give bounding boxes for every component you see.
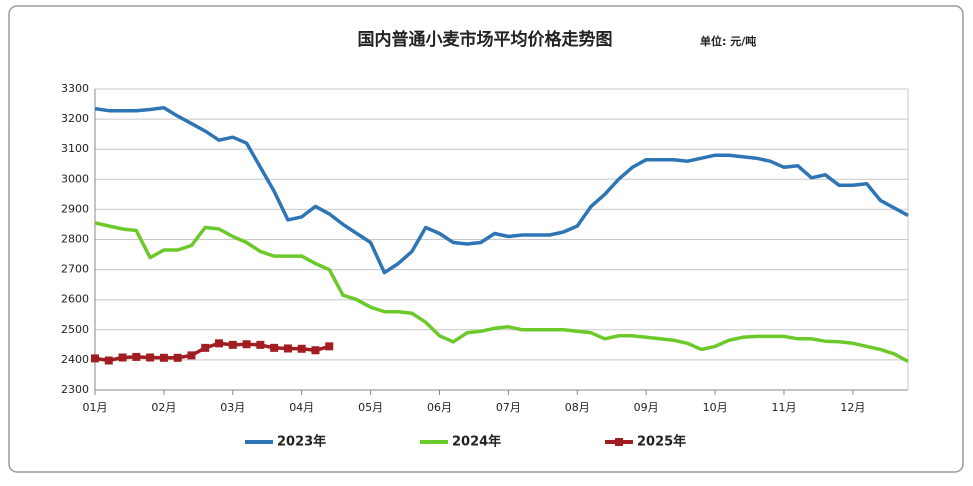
series-marker bbox=[146, 353, 155, 362]
y-tick-label: 2900 bbox=[61, 202, 89, 215]
legend-label: 2025年 bbox=[637, 434, 686, 450]
series-marker bbox=[215, 339, 224, 348]
y-tick-label: 2800 bbox=[61, 233, 89, 246]
y-tick-label: 3200 bbox=[61, 112, 89, 125]
legend-label: 2023年 bbox=[277, 434, 326, 450]
series-marker bbox=[104, 356, 113, 365]
unit-label: 单位: 元/吨 bbox=[700, 34, 756, 48]
series-marker bbox=[228, 340, 237, 349]
x-tick-label: 05月 bbox=[358, 401, 383, 414]
x-tick-label: 08月 bbox=[565, 401, 590, 414]
series-marker bbox=[325, 342, 334, 351]
x-tick-label: 06月 bbox=[427, 401, 452, 414]
legend-label: 2024年 bbox=[452, 434, 501, 450]
x-tick-label: 04月 bbox=[289, 401, 314, 414]
x-tick-label: 10月 bbox=[703, 401, 728, 414]
series-marker bbox=[297, 344, 306, 353]
legend-marker bbox=[615, 438, 623, 446]
y-tick-label: 2600 bbox=[61, 293, 89, 306]
x-tick-label: 02月 bbox=[151, 401, 176, 414]
x-tick-label: 07月 bbox=[496, 401, 521, 414]
series-marker bbox=[201, 343, 210, 352]
series-marker bbox=[242, 340, 251, 349]
series-marker bbox=[283, 344, 292, 353]
x-tick-label: 03月 bbox=[220, 401, 245, 414]
series-marker bbox=[256, 340, 265, 349]
y-tick-label: 3000 bbox=[61, 172, 89, 185]
y-tick-label: 2400 bbox=[61, 353, 89, 366]
series-line bbox=[94, 221, 909, 363]
y-tick-label: 3100 bbox=[61, 142, 89, 155]
y-tick-label: 2700 bbox=[61, 263, 89, 276]
series-marker bbox=[132, 352, 141, 361]
x-tick-label: 09月 bbox=[634, 401, 659, 414]
x-tick-label: 12月 bbox=[840, 401, 865, 414]
y-tick-label: 2500 bbox=[61, 323, 89, 336]
series-marker bbox=[91, 354, 99, 363]
series-marker bbox=[118, 353, 127, 362]
series-marker bbox=[187, 351, 196, 360]
series-marker bbox=[159, 353, 168, 362]
x-tick-label: 01月 bbox=[83, 401, 108, 414]
y-tick-label: 3300 bbox=[61, 82, 89, 95]
series-marker bbox=[270, 343, 279, 352]
series-marker bbox=[173, 353, 182, 362]
series-marker bbox=[311, 346, 320, 355]
x-tick-label: 11月 bbox=[771, 401, 796, 414]
chart-title: 国内普通小麦市场平均价格走势图 bbox=[358, 29, 613, 50]
y-tick-label: 2300 bbox=[61, 383, 89, 396]
series-line bbox=[94, 105, 909, 275]
